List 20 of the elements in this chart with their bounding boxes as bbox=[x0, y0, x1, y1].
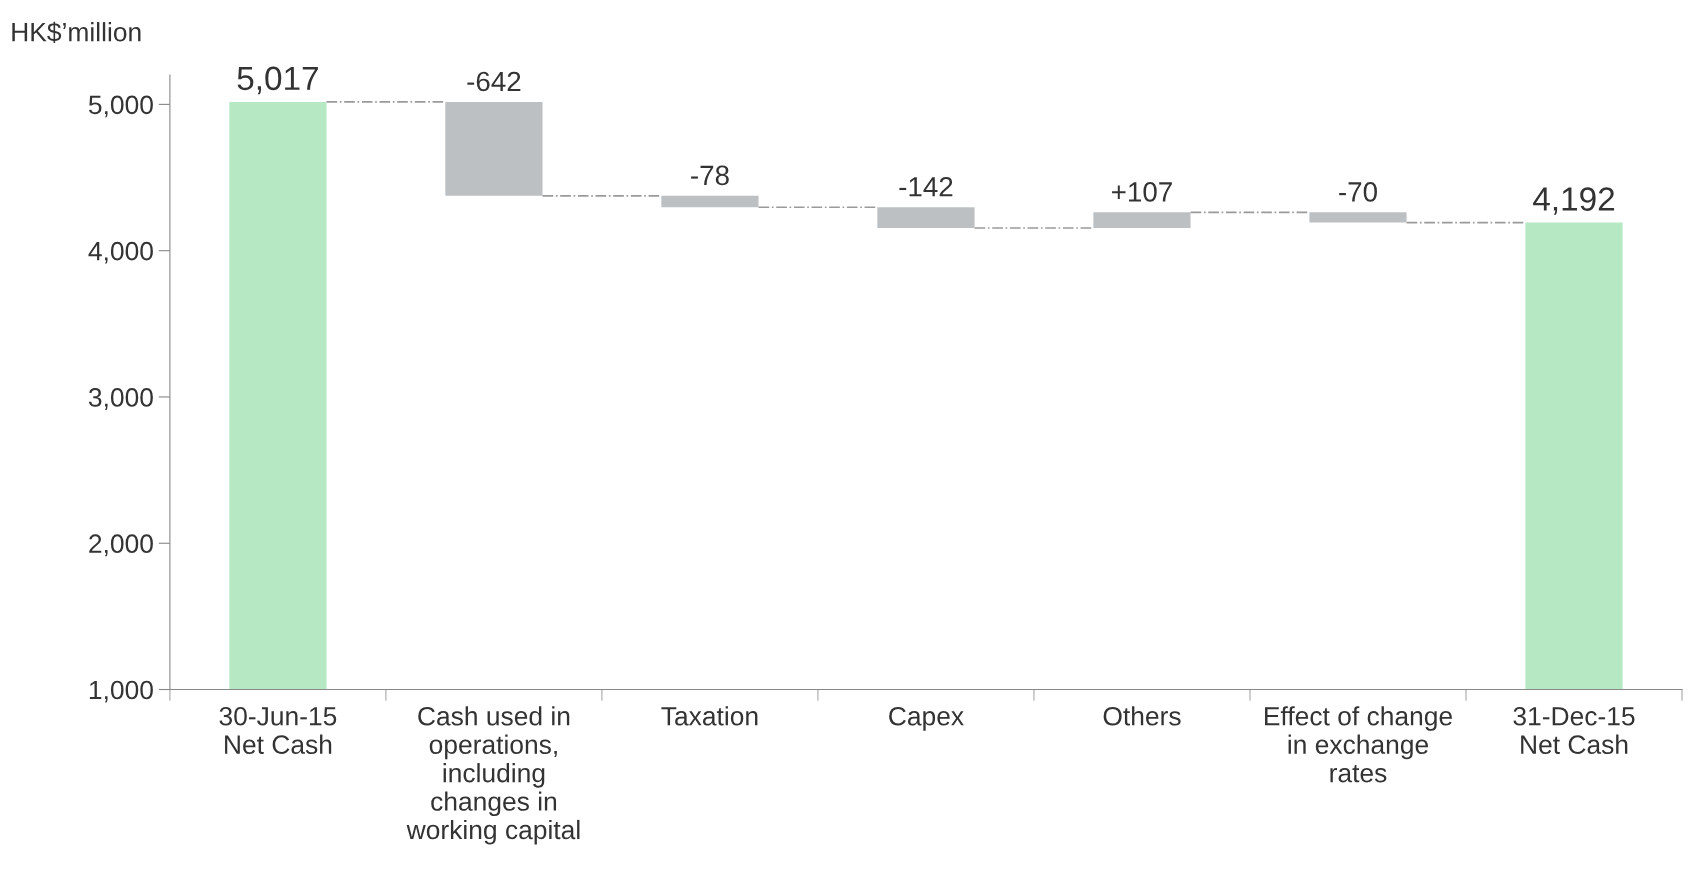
y-tick-label: 3,000 bbox=[88, 388, 153, 410]
data-label: +107 bbox=[1112, 182, 1172, 202]
y-tick-label: 1,000 bbox=[89, 680, 153, 703]
data-label: 5,017 bbox=[237, 66, 318, 95]
x-tick-label: 31-Dec-15 Net Cash bbox=[1513, 706, 1635, 754]
data-label: 4,192 bbox=[1533, 187, 1615, 215]
x-tick-label: Taxation bbox=[661, 706, 758, 726]
data-label: -642 bbox=[467, 71, 521, 92]
x-tick-label: Capex bbox=[889, 706, 964, 731]
y-tick-label: 4,000 bbox=[88, 241, 153, 264]
x-tick-label: Cash used in operations, including changes in working capital bbox=[406, 706, 580, 845]
y-axis-title: HK$’million bbox=[12, 21, 141, 44]
data-label: -142 bbox=[899, 176, 953, 197]
y-tick-label: 2,000 bbox=[89, 534, 153, 557]
x-tick-label: 30-Jun-15 Net Cash bbox=[219, 706, 337, 754]
y-tick-label: 5,000 bbox=[88, 95, 153, 118]
data-label: -70 bbox=[1339, 182, 1377, 202]
data-label: -78 bbox=[691, 165, 729, 186]
x-tick-label: Effect of change in exchange rates bbox=[1265, 706, 1452, 783]
x-tick-label: Others bbox=[1103, 706, 1181, 726]
